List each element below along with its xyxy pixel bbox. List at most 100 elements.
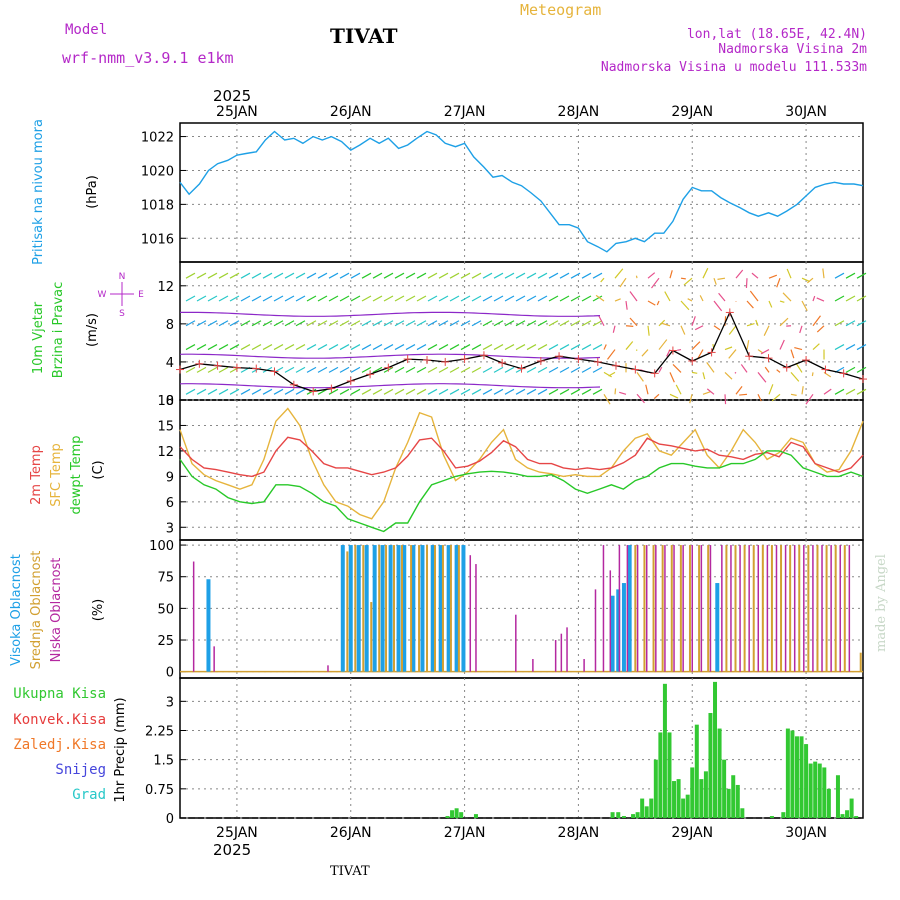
wind-barb <box>394 344 405 351</box>
wind-barb <box>845 366 856 373</box>
wind-barb <box>570 272 581 279</box>
wind-barb <box>482 344 493 351</box>
wind-panel <box>179 261 864 401</box>
cloud-bar-mid <box>652 545 655 672</box>
temperature-series-dewpt <box>179 450 864 533</box>
wind-barb <box>196 320 207 327</box>
wind-barb <box>845 344 856 351</box>
wind-barb <box>734 371 737 374</box>
wind-barb <box>658 366 663 373</box>
temperature-unit-label: (C) <box>91 460 106 479</box>
cloud-bar-mid <box>670 545 673 672</box>
wind-barb <box>680 300 690 311</box>
y-tick-label: 50 <box>157 602 174 617</box>
wind-barb <box>317 272 328 279</box>
wind-barb <box>493 366 504 373</box>
wind-barb <box>768 300 773 308</box>
wind-barb <box>672 363 682 373</box>
wind-barb <box>372 320 383 327</box>
wind-barb <box>317 344 328 351</box>
wind-barb <box>717 277 726 280</box>
year-top: 2025 <box>213 87 251 105</box>
wind-barb <box>735 386 743 395</box>
wind-barb <box>629 317 638 327</box>
cloud-bar-low <box>812 545 814 672</box>
pressure-axis-label: Pritisak na nivou mora <box>31 119 46 265</box>
wind-barb <box>548 344 559 351</box>
wind-barb <box>493 388 504 395</box>
x-tick-label-bottom: 25JAN <box>216 825 258 841</box>
wind-unit-label: (m/s) <box>85 313 100 347</box>
precip-bar <box>717 728 722 818</box>
wind-barb <box>537 272 548 279</box>
wind-barb <box>339 366 350 373</box>
precip-bar <box>835 775 840 818</box>
y-tick-label: 2.25 <box>145 725 174 740</box>
cloud-bar-low <box>839 545 841 672</box>
wind-barb <box>372 272 383 279</box>
precip-legend-entry: Konvek.Kisa <box>13 712 106 728</box>
cloud-bar-mid <box>743 545 746 672</box>
wind-barb <box>240 320 251 327</box>
cloud-bar-mid <box>798 545 801 672</box>
wind-barb <box>651 277 660 289</box>
cloud-bar-high <box>364 545 369 672</box>
elevation-label: Nadmorska Visina 2m <box>718 42 867 57</box>
wind-barb <box>856 272 867 279</box>
cloud-bar-high <box>396 545 401 672</box>
precip-bar <box>459 812 464 818</box>
wind-barb <box>284 295 295 302</box>
precip-legend-entry: Snijeg <box>55 762 106 778</box>
wind-barb <box>724 346 733 351</box>
wind-barb <box>262 272 273 279</box>
wind-barb <box>471 320 482 327</box>
cloud-bar-low <box>803 545 805 672</box>
cloud-bar-low <box>766 545 769 672</box>
wind-barb <box>706 388 715 395</box>
station-title: TIVAT <box>330 24 398 48</box>
precip-bar <box>649 798 654 818</box>
wind-barb <box>801 386 804 395</box>
wind-barb <box>739 393 748 396</box>
wind-barb <box>482 272 493 279</box>
y-tick-label: 1016 <box>141 232 174 247</box>
model-label: Model <box>65 22 107 38</box>
wind-barb <box>295 366 306 373</box>
cloud-bar-low <box>673 545 675 672</box>
wind-barb <box>691 316 696 326</box>
cloud-axis-label: Visoka Oblacnost <box>9 554 24 666</box>
wind-barb <box>656 300 660 306</box>
y-tick-label: 100 <box>149 539 174 554</box>
y-tick-label: 1022 <box>141 131 174 146</box>
cloud-bar-low <box>213 646 215 672</box>
temperature-axis-label: SFC Temp <box>49 443 64 507</box>
cloud-bar-mid <box>688 545 691 672</box>
wind-barb <box>229 344 240 351</box>
wind-barb <box>482 320 493 327</box>
wind-barb <box>614 298 621 302</box>
wind-barb <box>295 320 306 327</box>
wind-barb <box>702 267 709 279</box>
wind-barb <box>383 320 394 327</box>
wind-barb <box>504 366 515 373</box>
wind-barb <box>339 272 350 279</box>
wind-barb <box>537 344 548 351</box>
x-tick-label-top: 25JAN <box>216 104 258 120</box>
wind-barb <box>394 320 405 327</box>
cloud-bar-high <box>372 545 377 672</box>
cloud-bar-mid <box>725 545 728 672</box>
wind-barb <box>372 295 383 302</box>
grid-layer <box>180 123 863 819</box>
cloud-unit-label: (%) <box>91 599 106 622</box>
wind-barb <box>361 272 372 279</box>
wind-barb <box>207 295 218 302</box>
temperature-series-sfc <box>179 407 864 520</box>
wind-barb <box>240 295 251 302</box>
wind-barb <box>306 272 317 279</box>
wind-barb <box>786 268 792 279</box>
cloud-bar-low <box>775 545 778 672</box>
wind-barb <box>449 320 460 327</box>
wind-barb <box>647 300 656 306</box>
wind-barb <box>680 277 686 280</box>
wind-barb <box>284 366 295 373</box>
